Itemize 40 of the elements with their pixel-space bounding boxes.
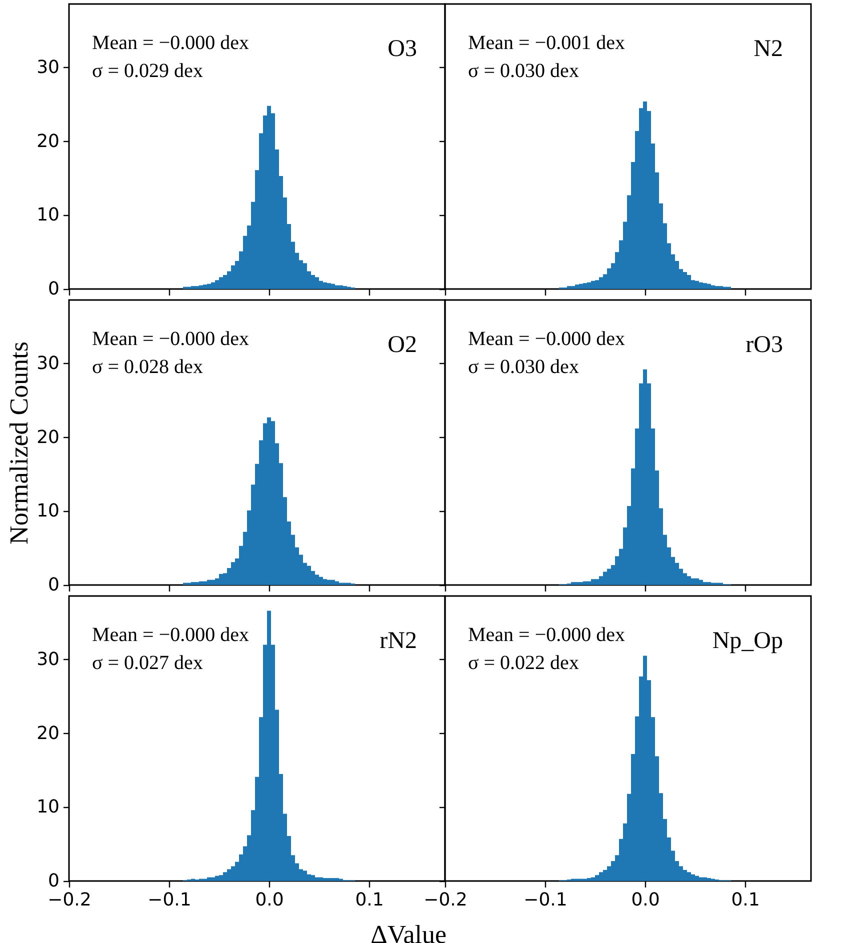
annotation: Np_Op: [712, 628, 783, 654]
y-tick-label: 30: [36, 648, 60, 670]
y-tick-label: 0: [48, 870, 60, 892]
annotation: σ = 0.029 dex: [92, 60, 203, 82]
y-tick-label: 10: [36, 796, 60, 818]
annotation: σ = 0.022 dex: [468, 652, 579, 674]
y-axis-title: Normalized Counts: [4, 342, 34, 544]
annotation: rN2: [380, 628, 417, 654]
y-tick-label: 30: [36, 56, 60, 78]
annotation: Mean = −0.000 dex: [468, 624, 625, 646]
annotation: σ = 0.027 dex: [92, 652, 203, 674]
y-tick-label: 20: [36, 426, 60, 448]
x-tick-label: 0.0: [631, 890, 660, 910]
annotation: Mean = −0.000 dex: [468, 328, 625, 350]
x-tick-label: −0.1: [524, 890, 568, 910]
x-tick-label: −0.1: [148, 890, 192, 910]
y-tick-label: 0: [48, 278, 60, 300]
annotation: σ = 0.030 dex: [468, 60, 579, 82]
annotation: Mean = −0.001 dex: [468, 32, 625, 54]
annotation: rO3: [746, 332, 783, 358]
annotation: σ = 0.030 dex: [468, 356, 579, 378]
annotation: N2: [754, 36, 783, 62]
x-tick-label: 0.1: [731, 890, 760, 910]
x-axis-title: ΔValue: [370, 920, 447, 943]
annotation: Mean = −0.000 dex: [92, 32, 249, 54]
y-tick-label: 30: [36, 352, 60, 374]
x-tick-label: −0.2: [48, 890, 92, 910]
annotation: O3: [388, 36, 417, 62]
x-tick-label: 0.0: [255, 890, 284, 910]
y-tick-label: 10: [36, 204, 60, 226]
y-tick-label: 0: [48, 574, 60, 596]
annotation: Mean = −0.000 dex: [92, 624, 249, 646]
y-tick-label: 20: [36, 722, 60, 744]
x-tick-label: 0.1: [355, 890, 384, 910]
annotation: σ = 0.028 dex: [92, 356, 203, 378]
annotation: O2: [388, 332, 417, 358]
x-tick-label: −0.2: [424, 890, 468, 910]
y-tick-label: 20: [36, 130, 60, 152]
annotation: Mean = −0.000 dex: [92, 328, 249, 350]
y-tick-label: 10: [36, 500, 60, 522]
